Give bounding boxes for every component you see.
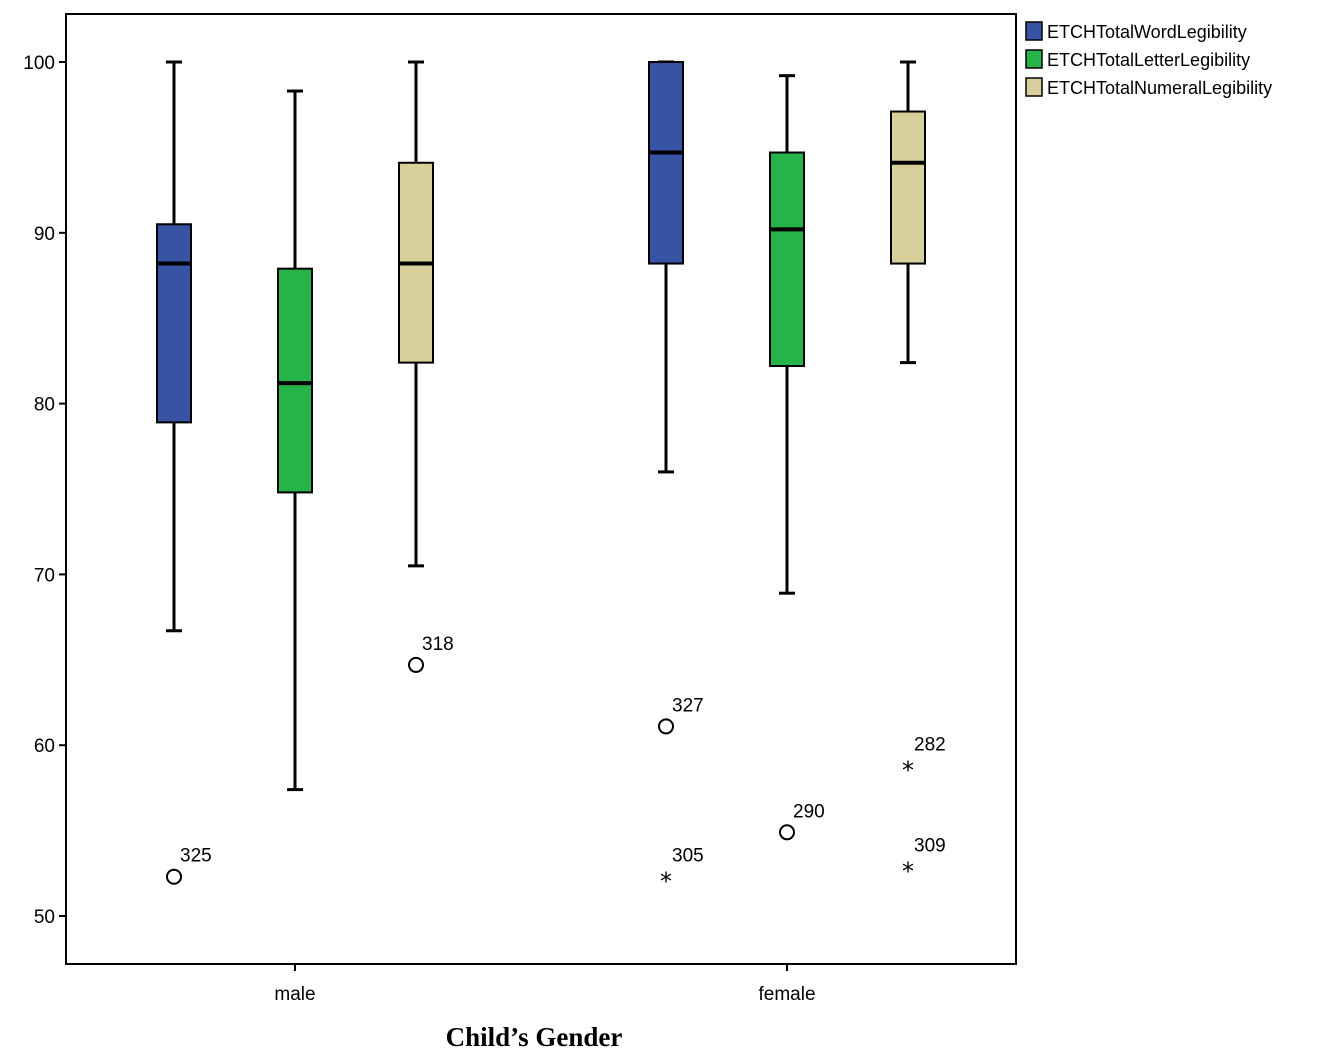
outlier-label-282: 282 (914, 735, 946, 756)
outlier-star-305: * (660, 868, 672, 896)
box-ETCHTotalLetterLegibility-male (277, 89, 313, 792)
y-tick-label-100: 100 (23, 53, 55, 74)
y-tick-label-90: 90 (34, 224, 55, 245)
legend-label-ETCHTotalLetterLegibility: ETCHTotalLetterLegibility (1047, 50, 1250, 70)
x-tick-label-female: female (758, 984, 815, 1005)
y-tick-label-80: 80 (34, 395, 55, 416)
outlier-circle-325 (166, 868, 182, 885)
box-ETCHTotalNumeralLegibility-female: *282*309 (890, 60, 946, 885)
iqr-box-ETCHTotalNumeralLegibility-female (890, 110, 926, 265)
x-axis-title: Child’s Gender (446, 1022, 623, 1052)
x-tick-label-male: male (274, 984, 315, 1005)
outlier-label-325: 325 (180, 846, 212, 867)
outlier-label-327: 327 (672, 695, 704, 716)
y-tick-label-50: 50 (34, 907, 55, 928)
legend-swatch-ETCHTotalWordLegibility (1025, 21, 1043, 41)
box-ETCHTotalWordLegibility-male: 325 (156, 60, 212, 885)
legend-swatch-ETCHTotalNumeralLegibility (1025, 77, 1043, 97)
y-tick-label-70: 70 (34, 565, 55, 586)
y-axis: 50 60 70 80 90 100 (23, 53, 66, 928)
outlier-label-305: 305 (672, 846, 704, 867)
plot-area (65, 13, 1017, 965)
iqr-box-ETCHTotalLetterLegibility-female (769, 151, 805, 368)
outlier-star-309: * (902, 857, 914, 885)
x-axis: male female (274, 964, 816, 1005)
outlier-label-290: 290 (793, 801, 825, 822)
box-ETCHTotalWordLegibility-female: 327 *305 (648, 60, 704, 896)
legend-label-ETCHTotalNumeralLegibility: ETCHTotalNumeralLegibility (1047, 78, 1272, 98)
iqr-box-ETCHTotalWordLegibility-male (156, 223, 192, 424)
box-ETCHTotalNumeralLegibility-male: 318 (398, 60, 454, 673)
legend-label-ETCHTotalWordLegibility: ETCHTotalWordLegibility (1047, 22, 1247, 42)
outlier-circle-318 (408, 656, 424, 673)
box-ETCHTotalLetterLegibility-female: 290 (769, 74, 825, 841)
outlier-circle-290 (779, 824, 795, 841)
outlier-label-309: 309 (914, 835, 946, 856)
iqr-box-ETCHTotalLetterLegibility-male (277, 267, 313, 494)
outlier-star-282: * (902, 757, 914, 785)
outlier-circle-327 (658, 718, 674, 735)
y-tick-label-60: 60 (34, 736, 55, 757)
outlier-label-318: 318 (422, 634, 454, 655)
legend-swatch-ETCHTotalLetterLegibility (1025, 49, 1043, 69)
iqr-box-ETCHTotalWordLegibility-female (648, 61, 684, 265)
legend: ETCHTotalWordLegibility ETCHTotalLetterLe… (1025, 21, 1272, 98)
